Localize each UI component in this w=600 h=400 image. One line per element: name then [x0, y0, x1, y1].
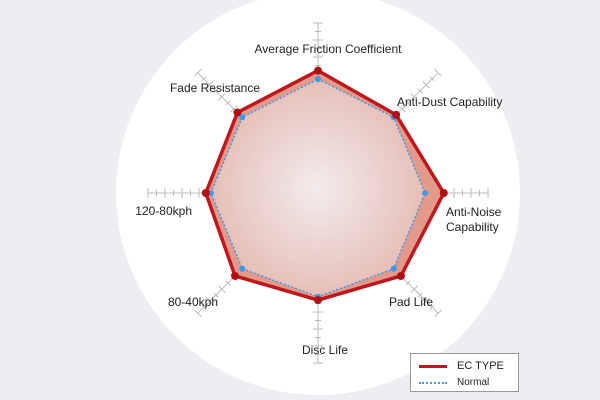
axis-tick — [422, 80, 431, 89]
axis-tick — [225, 100, 231, 106]
normal-point — [422, 190, 429, 196]
axis-tick — [405, 280, 411, 286]
axis-tick — [422, 297, 431, 306]
ec-type-point — [233, 108, 242, 117]
legend-label: EC TYPE — [457, 360, 504, 372]
axis-tick — [213, 88, 219, 94]
axis-tick — [201, 304, 207, 310]
axis-label: Pad Life — [389, 295, 433, 309]
axis-tick — [213, 292, 219, 298]
axis-tick — [434, 68, 443, 77]
axis-tick — [405, 100, 411, 106]
axis-label: Average Friction Coefficient — [255, 42, 403, 56]
axis-tick — [434, 309, 443, 318]
axis-tick — [429, 304, 435, 310]
ec-type-point — [396, 271, 405, 280]
axis-tick — [398, 104, 407, 113]
legend-item-ec-type: EC TYPE — [419, 360, 504, 372]
ec-type-point — [314, 66, 322, 75]
axis-tick — [193, 309, 202, 318]
axis-tick — [229, 104, 238, 113]
axis-tick — [410, 92, 419, 101]
axis-tick — [217, 92, 226, 101]
axis-label: 120-80kph — [135, 204, 192, 218]
legend: EC TYPE Normal — [410, 353, 519, 392]
normal-point — [390, 265, 397, 272]
axis-label: Anti-Noise Capability — [446, 205, 502, 234]
normal-point — [239, 114, 246, 121]
dotted-line-swatch-icon — [419, 381, 447, 384]
normal-point — [315, 76, 321, 83]
axis-label: 80-40kph — [168, 295, 218, 309]
axis-tick — [410, 285, 419, 294]
ec-type-point — [314, 296, 322, 305]
normal-area — [210, 79, 426, 297]
axis-label: Fade Resistance — [170, 81, 260, 95]
axis-label: Anti-Dust Capability — [397, 95, 502, 109]
axis-label: Disc Life — [302, 343, 348, 357]
legend-label: Normal — [457, 377, 490, 388]
axis-tick — [225, 280, 231, 286]
normal-point — [239, 265, 246, 272]
ec-type-point — [439, 189, 448, 197]
axis-tick — [417, 88, 423, 94]
solid-line-swatch-icon — [419, 364, 447, 368]
axis-tick — [417, 292, 423, 298]
axis-tick — [193, 68, 202, 77]
ec-type-point — [231, 271, 240, 280]
axis-tick — [201, 76, 207, 82]
ec-type-point — [392, 110, 401, 119]
axis-tick — [217, 285, 226, 294]
axis-tick — [205, 297, 214, 306]
ec-type-point — [201, 189, 210, 197]
axis-tick — [429, 76, 435, 82]
legend-item-normal: Normal — [419, 377, 489, 388]
axis-tick — [205, 80, 214, 89]
